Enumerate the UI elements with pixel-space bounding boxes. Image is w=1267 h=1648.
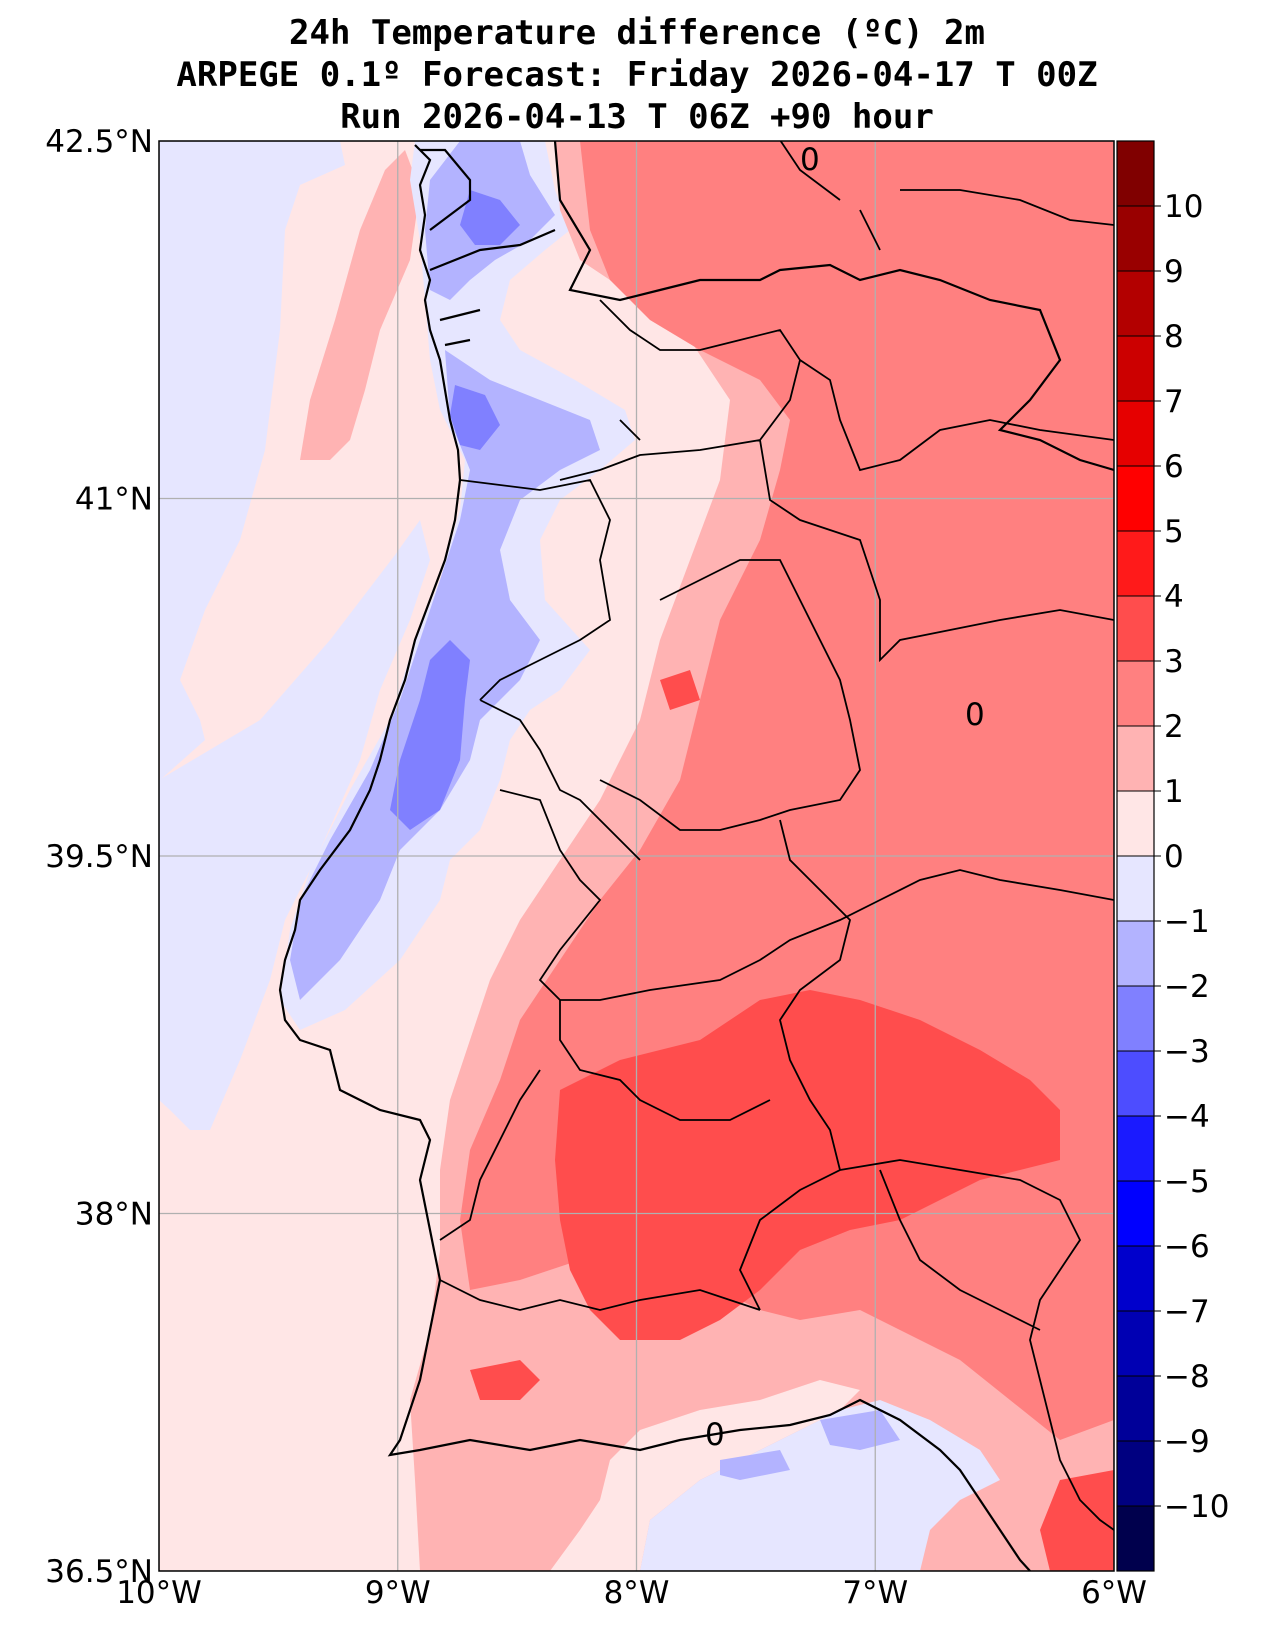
spain-interior-borders xyxy=(779,141,1114,251)
colorbar-tick-label: −3 xyxy=(1164,1034,1210,1070)
latitude-tick-label: 41°N xyxy=(75,482,153,518)
coastal-cool-strip-medium xyxy=(290,141,600,1000)
colorbar-segment xyxy=(1117,856,1154,922)
colorbar xyxy=(1116,140,1155,1572)
colorbar-segment xyxy=(1117,271,1154,337)
portugal-spain-border xyxy=(553,141,1114,472)
colorbar-segment xyxy=(1117,791,1154,857)
colorbar-tick-label: −6 xyxy=(1164,1229,1210,1265)
zero-contour-label: 0 xyxy=(800,142,820,178)
colorbar-tick-label: 5 xyxy=(1164,514,1184,550)
sea-cool-band-south xyxy=(159,520,430,1130)
land-warm-3-4 xyxy=(470,990,1114,1571)
coastal-cool-core xyxy=(390,190,520,830)
colorbar-segment xyxy=(1117,1376,1154,1442)
colorbar-segment xyxy=(1117,1506,1154,1572)
longitude-tick-label: 6°W xyxy=(1081,1575,1147,1611)
zero-contour-label: 0 xyxy=(965,697,985,733)
latitude-tick-label: 36.5°N xyxy=(45,1554,153,1590)
colorbar-segment xyxy=(1117,921,1154,987)
gulf-cool-core xyxy=(720,1410,900,1480)
gulf-cool-patch xyxy=(640,1400,1000,1571)
colorbar-segment xyxy=(1117,596,1154,662)
colorbar-tick-label: −5 xyxy=(1164,1164,1210,1200)
latitude-tick-labels: 42.5°N 41°N 39.5°N 38°N 36.5°N xyxy=(45,124,153,1590)
latitude-tick-label: 38°N xyxy=(75,1197,153,1233)
colorbar-tick-label: −8 xyxy=(1164,1359,1210,1395)
colorbar-segment xyxy=(1117,336,1154,402)
colorbar-tick-label: 10 xyxy=(1164,189,1203,225)
map-frame xyxy=(158,140,1115,1572)
land-warm-hotspot xyxy=(660,670,700,710)
colorbar-segment xyxy=(1117,661,1154,727)
sea-cool-band xyxy=(159,141,345,780)
colorbar-segment xyxy=(1117,986,1154,1052)
district-borders xyxy=(439,299,1114,1531)
colorbar-tick-label: 3 xyxy=(1164,644,1184,680)
colorbar-tick-label: −1 xyxy=(1164,904,1210,940)
zero-contour-label: 0 xyxy=(705,1417,725,1453)
title-line-1: 24h Temperature difference (ºC) 2m xyxy=(289,13,985,53)
colorbar-segment xyxy=(1117,1441,1154,1507)
colorbar-segment xyxy=(1117,1051,1154,1117)
longitude-tick-label: 9°W xyxy=(365,1575,431,1611)
map-area: 0 0 0 xyxy=(159,141,1114,1571)
colorbar-tick-label: 1 xyxy=(1164,774,1184,810)
colorbar-tick-label: −4 xyxy=(1164,1099,1210,1135)
figure-title: 24h Temperature difference (ºC) 2m ARPEG… xyxy=(176,13,1097,137)
colorbar-tick-label: −2 xyxy=(1164,969,1210,1005)
colorbar-segment xyxy=(1117,206,1154,272)
colorbar-segment xyxy=(1117,1181,1154,1247)
colorbar-segment xyxy=(1117,141,1154,207)
longitude-tick-labels: 10°W 9°W 8°W 7°W 6°W xyxy=(116,1575,1147,1611)
colorbar-segment xyxy=(1117,466,1154,532)
colorbar-tick-label: 6 xyxy=(1164,449,1184,485)
colorbar-segment xyxy=(1117,531,1154,597)
latitude-tick-label: 39.5°N xyxy=(45,839,153,875)
colorbar-tick-label: 2 xyxy=(1164,709,1184,745)
colorbar-tick-label: 8 xyxy=(1164,319,1184,355)
colorbar-tick-label: −9 xyxy=(1164,1424,1210,1460)
colorbar-tick-label: −7 xyxy=(1164,1294,1210,1330)
sea-warm-tongue xyxy=(300,150,420,460)
title-line-3: Run 2026-04-13 T 06Z +90 hour xyxy=(340,97,934,137)
title-line-2: ARPEGE 0.1º Forecast: Friday 2026-04-17 … xyxy=(176,55,1097,95)
colorbar-segment xyxy=(1117,726,1154,792)
colorbar-segment xyxy=(1117,1311,1154,1377)
colorbar-tick-label: −10 xyxy=(1164,1489,1229,1525)
colorbar-tick-label: 4 xyxy=(1164,579,1184,615)
longitude-tick-label: 7°W xyxy=(842,1575,908,1611)
coastline xyxy=(278,144,1031,1571)
colorbar-segment xyxy=(1117,1246,1154,1312)
longitude-tick-label: 10°W xyxy=(116,1575,202,1611)
colorbar-tick-label: 7 xyxy=(1164,384,1184,420)
colorbar-tick-label: 0 xyxy=(1164,839,1184,875)
coastline-north xyxy=(420,148,556,347)
colorbar-segment xyxy=(1117,1116,1154,1182)
colorbar-segment xyxy=(1117,401,1154,467)
colorbar-tick-label: 9 xyxy=(1164,254,1184,290)
latitude-tick-label: 42.5°N xyxy=(45,124,153,160)
longitude-tick-label: 8°W xyxy=(604,1575,670,1611)
